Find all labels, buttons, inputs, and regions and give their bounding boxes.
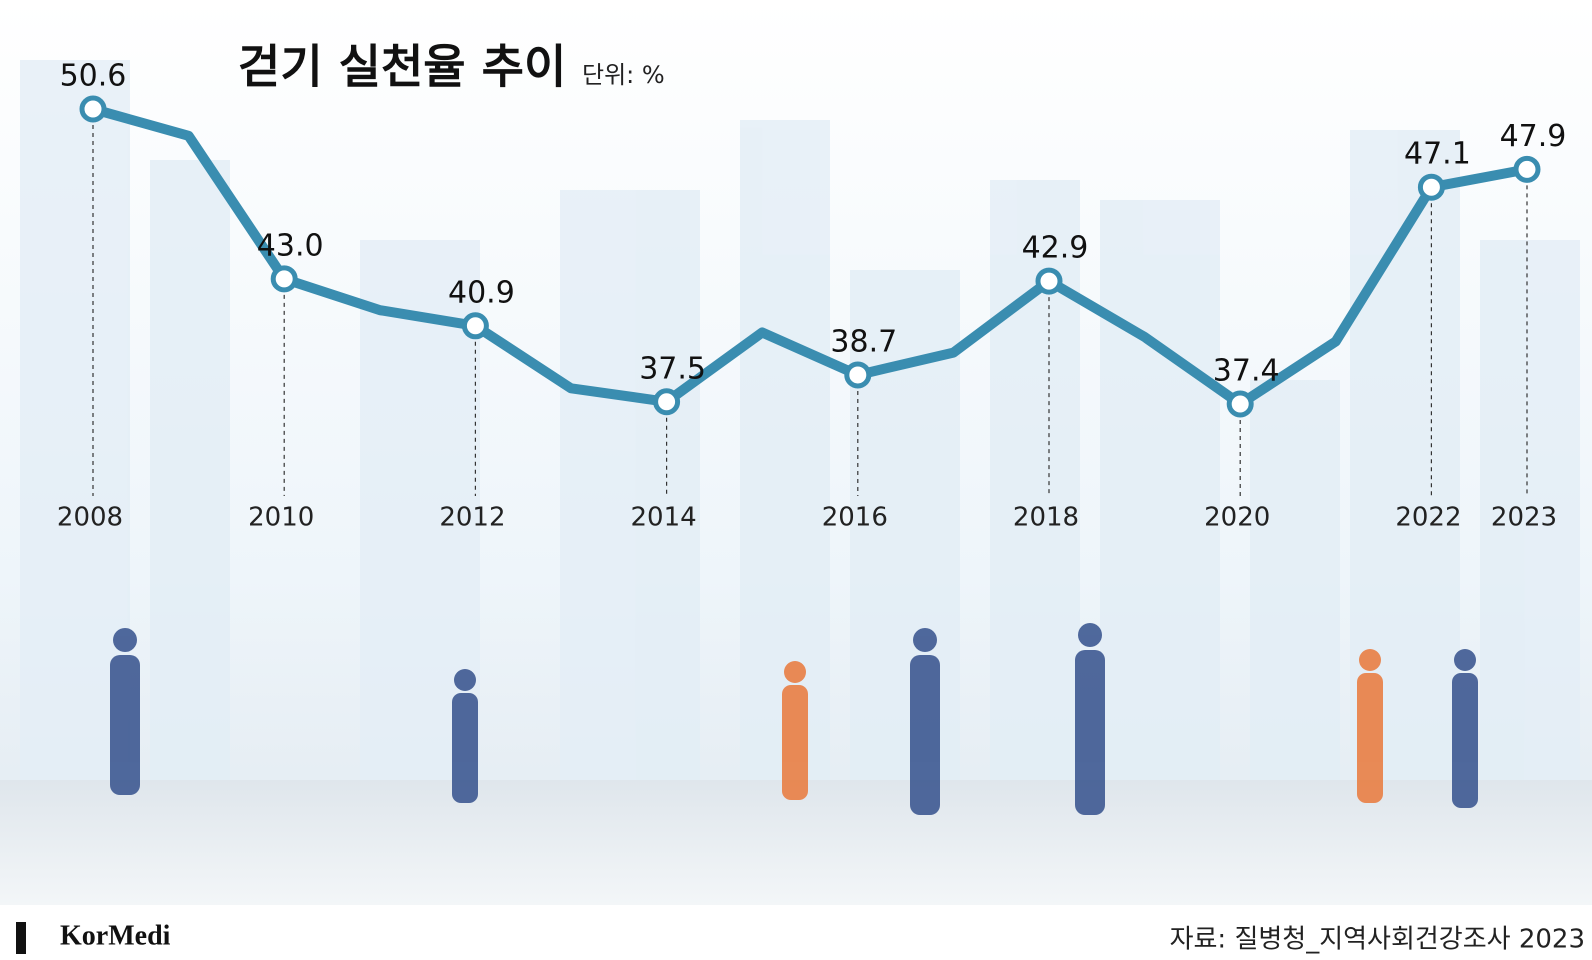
data-label: 43.0 bbox=[257, 228, 324, 263]
x-tick-label: 2016 bbox=[822, 503, 888, 533]
walking-people bbox=[110, 623, 1478, 815]
point-marker bbox=[79, 95, 107, 123]
data-label: 42.9 bbox=[1022, 231, 1089, 266]
x-tick-label: 2014 bbox=[631, 503, 697, 533]
logo: KorMedi bbox=[60, 920, 171, 951]
data-label: 50.6 bbox=[60, 59, 127, 94]
data-label: 38.7 bbox=[830, 324, 897, 359]
data-label: 47.1 bbox=[1404, 137, 1471, 172]
data-label: 47.9 bbox=[1500, 119, 1567, 154]
x-tick-label: 2012 bbox=[439, 503, 505, 533]
point-marker bbox=[653, 388, 681, 416]
point-marker bbox=[1035, 267, 1063, 295]
line bbox=[88, 104, 1532, 409]
point-marker bbox=[1226, 390, 1254, 418]
x-tick-label: 2010 bbox=[248, 503, 314, 533]
x-tick-label: 2022 bbox=[1395, 503, 1461, 533]
data-label: 37.5 bbox=[639, 351, 706, 386]
source-note: 자료: 질병청_지역사회건강조사 2023 bbox=[1170, 925, 1585, 955]
data-label: 37.4 bbox=[1213, 354, 1280, 389]
point-marker bbox=[461, 312, 489, 340]
footer-bar bbox=[0, 905, 1592, 960]
x-tick-label: 2020 bbox=[1204, 503, 1270, 533]
x-tick-label: 2023 bbox=[1491, 503, 1557, 533]
point-marker bbox=[844, 361, 872, 389]
logo-mark bbox=[16, 922, 26, 954]
point-marker bbox=[1513, 155, 1541, 183]
city-skyline bbox=[20, 60, 1580, 800]
floor bbox=[0, 780, 1592, 905]
point-marker bbox=[270, 265, 298, 293]
x-tick-label: 2018 bbox=[1013, 503, 1079, 533]
data-label: 40.9 bbox=[448, 275, 515, 310]
unit-label: 단위: % bbox=[582, 61, 665, 89]
x-tick-label: 2008 bbox=[57, 503, 123, 533]
walking-people-accent bbox=[782, 649, 1383, 803]
point-marker bbox=[1417, 173, 1445, 201]
chart-title: 걷기 실천율 추이 bbox=[238, 40, 566, 94]
